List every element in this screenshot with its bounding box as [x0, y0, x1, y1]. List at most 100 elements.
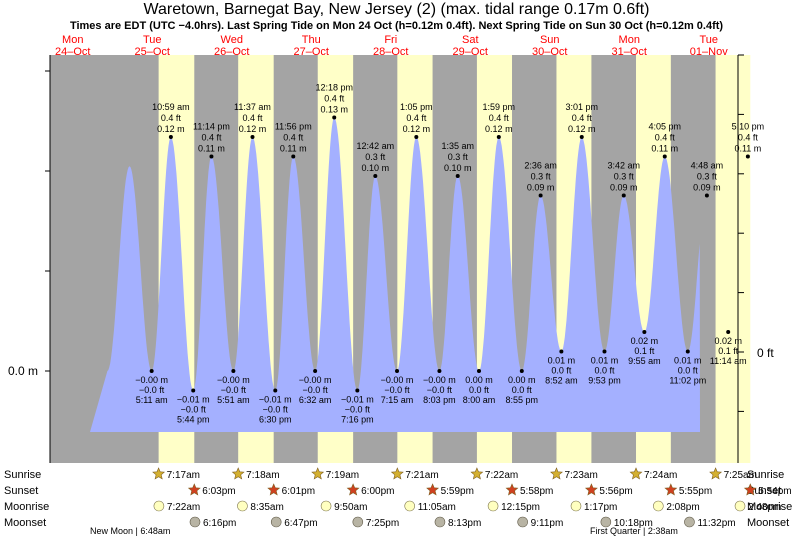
tide-height-m: 0.11 m: [651, 144, 678, 154]
tide-height-ft: −0.0 ft: [221, 385, 247, 395]
moonrise-time: 2:08pm: [666, 502, 699, 513]
sunset-icon: [267, 483, 281, 496]
tide-height-ft: 0.4 ft: [201, 133, 222, 143]
moonset-time: 8:13pm: [448, 518, 481, 529]
tide-height-ft: 0.3 ft: [365, 152, 386, 162]
tide-height-ft: −0.0 ft: [345, 405, 371, 415]
sunset-icon: [187, 483, 201, 496]
tide-time: 11:02 pm: [669, 376, 706, 386]
day-date: 28–Oct: [373, 46, 408, 58]
tide-point: [538, 193, 543, 198]
moonset-icon: [434, 516, 446, 528]
tide-height-m: −0.01 m: [177, 395, 210, 405]
tide-point: [519, 369, 524, 373]
moonrise-icon: [320, 500, 332, 512]
tide-time: 11:37 am: [234, 102, 271, 112]
tide-point: [414, 135, 419, 139]
tide-time: 1:59 pm: [483, 102, 516, 112]
tide-height-m: 0.10 m: [444, 163, 472, 173]
moonset-icon: [270, 516, 282, 528]
tide-height-ft: 0.3 ft: [448, 152, 469, 162]
tide-time: 6:30 pm: [259, 415, 292, 425]
moonset-icon: [517, 516, 528, 528]
tide-point: [395, 369, 400, 373]
tide-height-ft: −0.0 ft: [302, 385, 328, 395]
moonset-time: 6:47pm: [284, 518, 317, 529]
row-label-right: Sunrise: [747, 469, 784, 481]
row-label-left: Moonrise: [4, 501, 49, 513]
moonset-icon: [352, 516, 364, 528]
day-name: Tue: [699, 34, 718, 46]
tide-point: [437, 369, 442, 373]
tide-point: [168, 135, 173, 139]
sunset-icon: [346, 483, 360, 496]
tide-height-ft: 0.4 ft: [572, 113, 593, 123]
day-date: 26–Oct: [214, 46, 249, 58]
moonrise-time: 2:48pm: [748, 502, 781, 513]
sunset-icon: [505, 483, 519, 496]
tide-time: 1:05 pm: [400, 102, 433, 112]
day-name: Sun: [540, 34, 560, 46]
tide-point: [191, 388, 196, 393]
tide-height-ft: −0.0 ft: [427, 385, 453, 395]
tide-point: [291, 154, 296, 159]
day-date: 31–Oct: [612, 46, 647, 58]
moonrise-time: 11:05am: [418, 502, 456, 513]
sunset-time: 6:03pm: [202, 486, 235, 497]
sunrise-icon: [152, 467, 166, 480]
tide-height-m: 0.00 m: [508, 375, 536, 385]
sunrise-time: 7:25am: [724, 470, 757, 481]
moon-phase-first-quarter: First Quarter | 2:38am: [590, 526, 678, 536]
tide-height-ft: 0.4 ft: [738, 133, 759, 143]
sunset-icon: [743, 483, 757, 496]
sunset-time: 5:58pm: [520, 486, 553, 497]
sunset-time: 5:59pm: [441, 486, 474, 497]
tide-point: [149, 369, 154, 373]
sunrise-time: 7:23am: [564, 470, 597, 481]
day-date: 01–Nov: [690, 46, 728, 58]
tide-height-ft: 0.4 ft: [242, 113, 263, 123]
moonset-icon: [684, 516, 695, 528]
tide-time: 9:55 am: [628, 356, 661, 366]
moonset-time: 7:25pm: [366, 518, 399, 529]
tide-height-ft: −0.0 ft: [263, 405, 289, 415]
tide-height-m: 0.11 m: [734, 144, 761, 154]
sunrise-time: 7:17am: [167, 470, 200, 481]
day-name: Fri: [384, 34, 397, 46]
tide-height-ft: 0.1 ft: [718, 346, 739, 356]
tide-time: 5:10 pm: [732, 122, 765, 132]
tide-height-ft: 0.4 ft: [655, 133, 676, 143]
tide-time: 3:01 pm: [565, 102, 598, 112]
tide-height-m: 0.01 m: [674, 356, 702, 366]
tide-height-m: 0.12 m: [568, 124, 596, 134]
tide-height-m: −0.01 m: [259, 395, 292, 405]
tide-time: 9:53 pm: [588, 376, 621, 386]
tide-height-ft: 0.4 ft: [324, 94, 345, 104]
tide-point: [455, 174, 460, 178]
tide-point: [726, 330, 731, 334]
tide-point: [662, 154, 667, 159]
tide-height-m: −0.00 m: [217, 375, 250, 385]
tide-point: [642, 330, 647, 334]
tide-height-ft: 0.3 ft: [531, 172, 552, 182]
moonrise-icon: [570, 500, 582, 512]
tide-height-ft: −0.0 ft: [139, 385, 165, 395]
sunset-time: 6:01pm: [282, 486, 315, 497]
tide-height-ft: 0.0 ft: [469, 385, 490, 395]
tide-height-m: 0.12 m: [157, 124, 185, 134]
day-name: Sat: [462, 34, 479, 46]
tide-time: 11:14 am: [710, 356, 747, 366]
tide-height-m: 0.02 m: [631, 336, 659, 346]
tide-height-ft: 0.4 ft: [283, 133, 304, 143]
sunrise-time: 7:24am: [644, 470, 677, 481]
day-name: Thu: [302, 34, 321, 46]
tide-time: 10:59 am: [152, 102, 190, 112]
sunrise-icon: [709, 467, 723, 480]
sunrise-icon: [629, 467, 643, 480]
tide-height-m: 0.11 m: [280, 144, 307, 154]
tide-point: [231, 369, 236, 373]
tide-point: [496, 135, 501, 139]
tide-height-m: 0.13 m: [320, 105, 348, 115]
tide-point: [477, 369, 481, 373]
